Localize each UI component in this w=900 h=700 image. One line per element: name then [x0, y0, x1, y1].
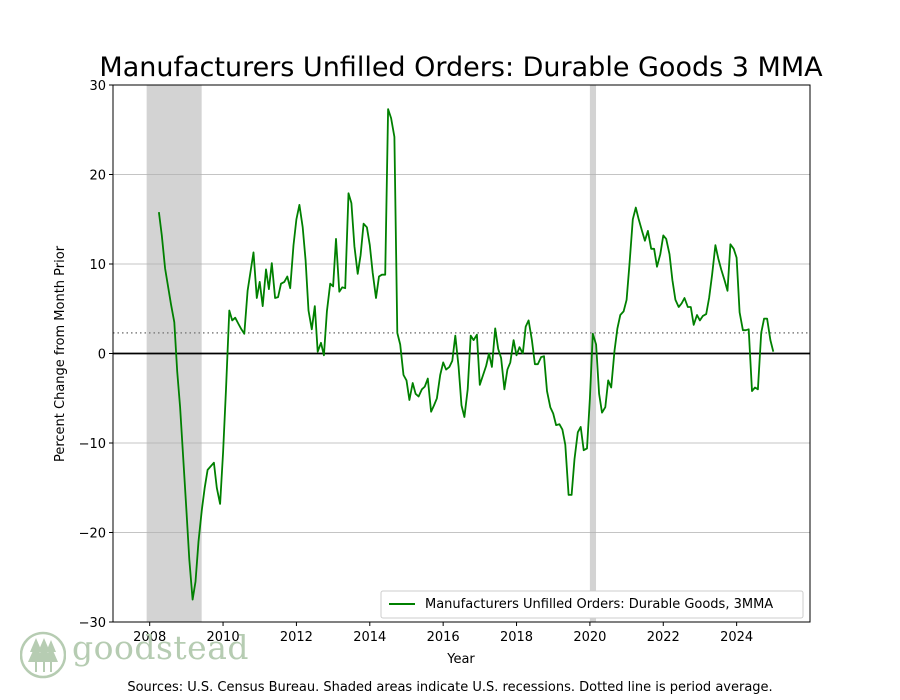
x-tick-label: 2022 [647, 630, 680, 645]
y-tick-label: 20 [89, 169, 106, 184]
y-axis-label: Percent Change from Month Prior [53, 245, 68, 462]
x-tick-label: 2024 [720, 630, 753, 645]
y-tick-label: −20 [79, 527, 106, 542]
x-tick-label: 2014 [353, 630, 386, 645]
y-tick-label: −30 [79, 616, 106, 631]
x-tick-label: 2010 [207, 630, 240, 645]
source-note: Sources: U.S. Census Bureau. Shaded area… [127, 680, 773, 695]
legend: Manufacturers Unfilled Orders: Durable G… [380, 590, 804, 619]
y-axis: −30 −20 −10 0 10 20 30 [79, 79, 113, 631]
chart-title: Manufacturers Unfilled Orders: Durable G… [99, 52, 823, 83]
x-axis: 2008 2010 2012 2014 2016 2018 2020 2022 2024 [133, 622, 753, 645]
x-axis-label: Year [446, 652, 475, 667]
x-tick-label: 2012 [280, 630, 313, 645]
x-tick-label: 2008 [133, 630, 166, 645]
x-tick-label: 2020 [573, 630, 606, 645]
x-tick-label: 2016 [427, 630, 460, 645]
logo-text: goodstead [72, 628, 250, 667]
y-tick-label: −10 [79, 437, 106, 452]
y-tick-label: 0 [98, 348, 106, 363]
legend-box [380, 590, 804, 619]
series-line [158, 108, 775, 601]
tree-logo-icon [20, 631, 66, 679]
goodstead-logo: goodstead [20, 628, 249, 680]
y-tick-label: 30 [89, 79, 106, 94]
y-tick-label: 10 [89, 258, 106, 273]
x-tick-label: 2018 [500, 630, 533, 645]
legend-label: Manufacturers Unfilled Orders: Durable G… [425, 597, 773, 612]
